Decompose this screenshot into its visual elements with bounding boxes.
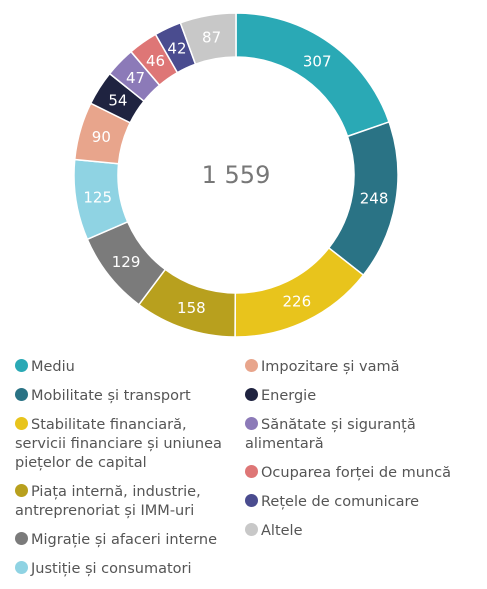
donut-segment — [235, 12, 391, 138]
value-label: 125 — [83, 188, 112, 206]
legend-swatch — [245, 523, 258, 536]
legend-item: Migrație și afaceri interne — [15, 531, 240, 550]
legend-swatch — [245, 359, 258, 372]
legend-label: Impozitare și vamă — [261, 359, 400, 375]
legend-item: Mediu — [15, 358, 240, 377]
value-label: 129 — [112, 253, 141, 271]
legend-item: Rețele de comunicare — [245, 493, 485, 512]
legend-item: Sănătate și siguranță alimentară — [245, 416, 485, 454]
legend-label: Ocuparea forței de muncă — [261, 465, 452, 481]
legend-right: Impozitare și vamă Energie Sănătate și sig… — [245, 358, 485, 551]
value-label: 87 — [202, 29, 221, 47]
legend-label: Justiție și consumatori — [31, 561, 192, 577]
legend-label: Migrație și afaceri interne — [31, 532, 218, 548]
total-label: 1 559 — [202, 161, 271, 189]
legend-item: Altele — [245, 522, 485, 541]
value-label: 46 — [146, 52, 165, 70]
value-label: 47 — [126, 69, 145, 87]
value-label: 90 — [92, 128, 111, 146]
legend-swatch — [15, 484, 28, 497]
value-label: 158 — [177, 299, 206, 317]
legend-label: Rețele de comunicare — [261, 494, 420, 510]
legend-item: Justiție și consumatori — [15, 560, 240, 579]
legend-label: Mobilitate și transport — [31, 388, 191, 404]
legend-swatch — [15, 359, 28, 372]
value-label: 226 — [282, 293, 311, 311]
legend-left: Mediu Mobilitate și transport Stabilitate … — [15, 358, 240, 589]
legend-item: Piața internă, industrie, antreprenoriat… — [15, 483, 240, 521]
legend-label: Energie — [261, 388, 317, 404]
legend-item: Energie — [245, 387, 485, 406]
value-label: 42 — [167, 40, 186, 58]
legend-swatch — [15, 388, 28, 401]
legend-item: Stabilitate financiară, servicii financi… — [15, 416, 240, 473]
donut-segment — [179, 12, 237, 66]
legend-label: Piața internă, industrie, antreprenoriat… — [15, 484, 201, 519]
legend-swatch — [245, 465, 258, 478]
legend-swatch — [245, 494, 258, 507]
legend-label: Mediu — [31, 359, 75, 375]
value-label: 307 — [303, 52, 332, 70]
legend-label: Sănătate și siguranță alimentară — [245, 417, 416, 452]
legend-swatch — [245, 388, 258, 401]
value-label: 54 — [108, 91, 127, 109]
legend-label: Altele — [261, 523, 303, 539]
legend-item: Ocuparea forței de muncă — [245, 464, 485, 483]
legend-item: Mobilitate și transport — [15, 387, 240, 406]
legend-swatch — [15, 532, 28, 545]
legend-label: Stabilitate financiară, servicii financi… — [15, 417, 222, 471]
legend-item: Impozitare și vamă — [245, 358, 485, 377]
value-label: 248 — [360, 190, 389, 208]
legend-swatch — [15, 561, 28, 574]
legend-swatch — [245, 417, 258, 430]
legend-swatch — [15, 417, 28, 430]
